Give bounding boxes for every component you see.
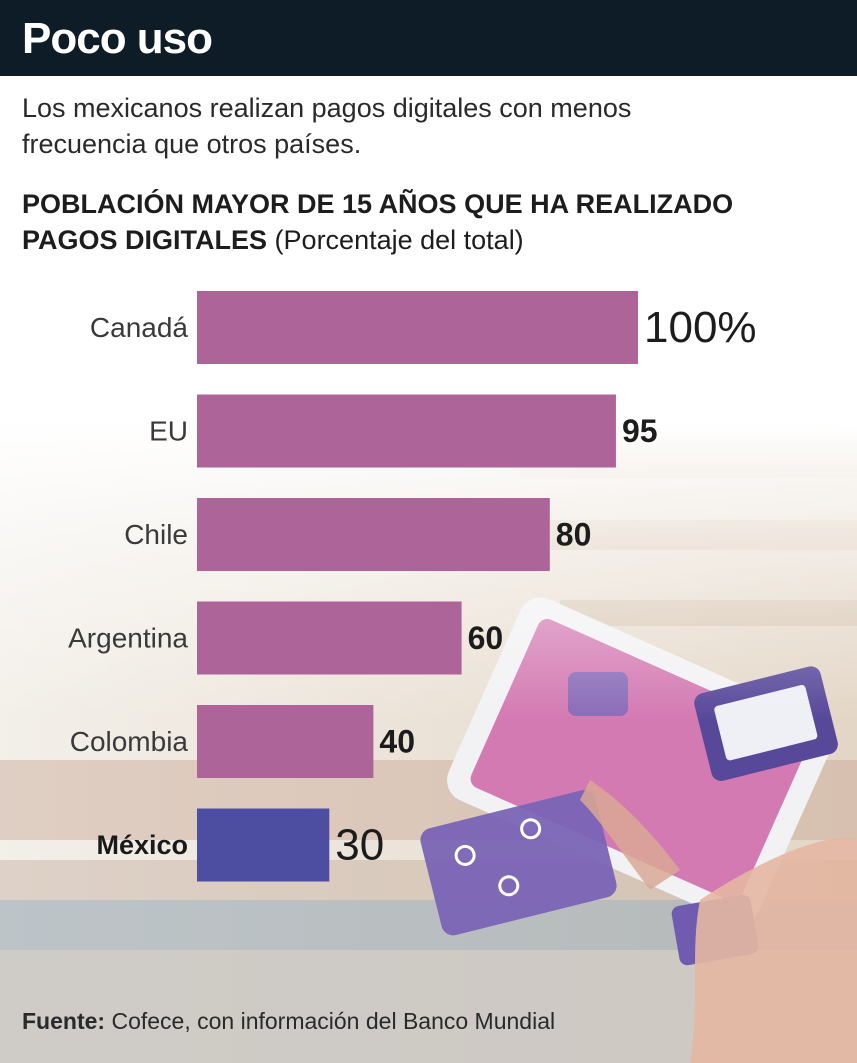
category-label-colombia: Colombia bbox=[70, 726, 189, 757]
value-label-mexico: 30 bbox=[335, 821, 384, 870]
bar-canada bbox=[197, 291, 638, 364]
source-note: Fuente: Cofece, con información del Banc… bbox=[22, 1006, 555, 1036]
page-title: Poco uso bbox=[22, 14, 213, 63]
header-bar: Poco uso bbox=[0, 0, 857, 76]
subtitle: Los mexicanos realizan pagos digitales c… bbox=[22, 93, 632, 159]
source-text: Cofece, con información del Banco Mundia… bbox=[111, 1008, 556, 1034]
value-label-argentina: 60 bbox=[468, 620, 504, 656]
category-label-eu: EU bbox=[149, 416, 188, 447]
chart-heading: POBLACIÓN MAYOR DE 15 AÑOS QUE HA REALIZ… bbox=[22, 186, 822, 258]
category-label-canada: Canadá bbox=[90, 312, 189, 343]
chart-heading-main: POBLACIÓN MAYOR DE 15 AÑOS QUE HA REALIZ… bbox=[22, 189, 734, 255]
value-label-eu: 95 bbox=[622, 413, 658, 449]
bar-eu bbox=[197, 394, 616, 468]
category-label-chile: Chile bbox=[124, 519, 188, 550]
bar-mexico bbox=[197, 808, 330, 882]
category-label-argentina: Argentina bbox=[68, 623, 188, 654]
bar-colombia bbox=[197, 705, 374, 778]
bar-chile bbox=[197, 498, 550, 571]
value-label-colombia: 40 bbox=[379, 724, 415, 760]
chart-heading-unit: (Porcentaje del total) bbox=[274, 225, 524, 255]
source-label: Fuente: bbox=[22, 1008, 106, 1034]
value-label-chile: 80 bbox=[556, 517, 592, 553]
bar-argentina bbox=[197, 601, 462, 675]
value-label-canada: 100% bbox=[644, 303, 757, 352]
category-label-mexico: México bbox=[96, 830, 188, 860]
bar-chart: Canadá 100% EU 95 Chile 80 Argentina 60 Colombia… bbox=[68, 291, 757, 882]
